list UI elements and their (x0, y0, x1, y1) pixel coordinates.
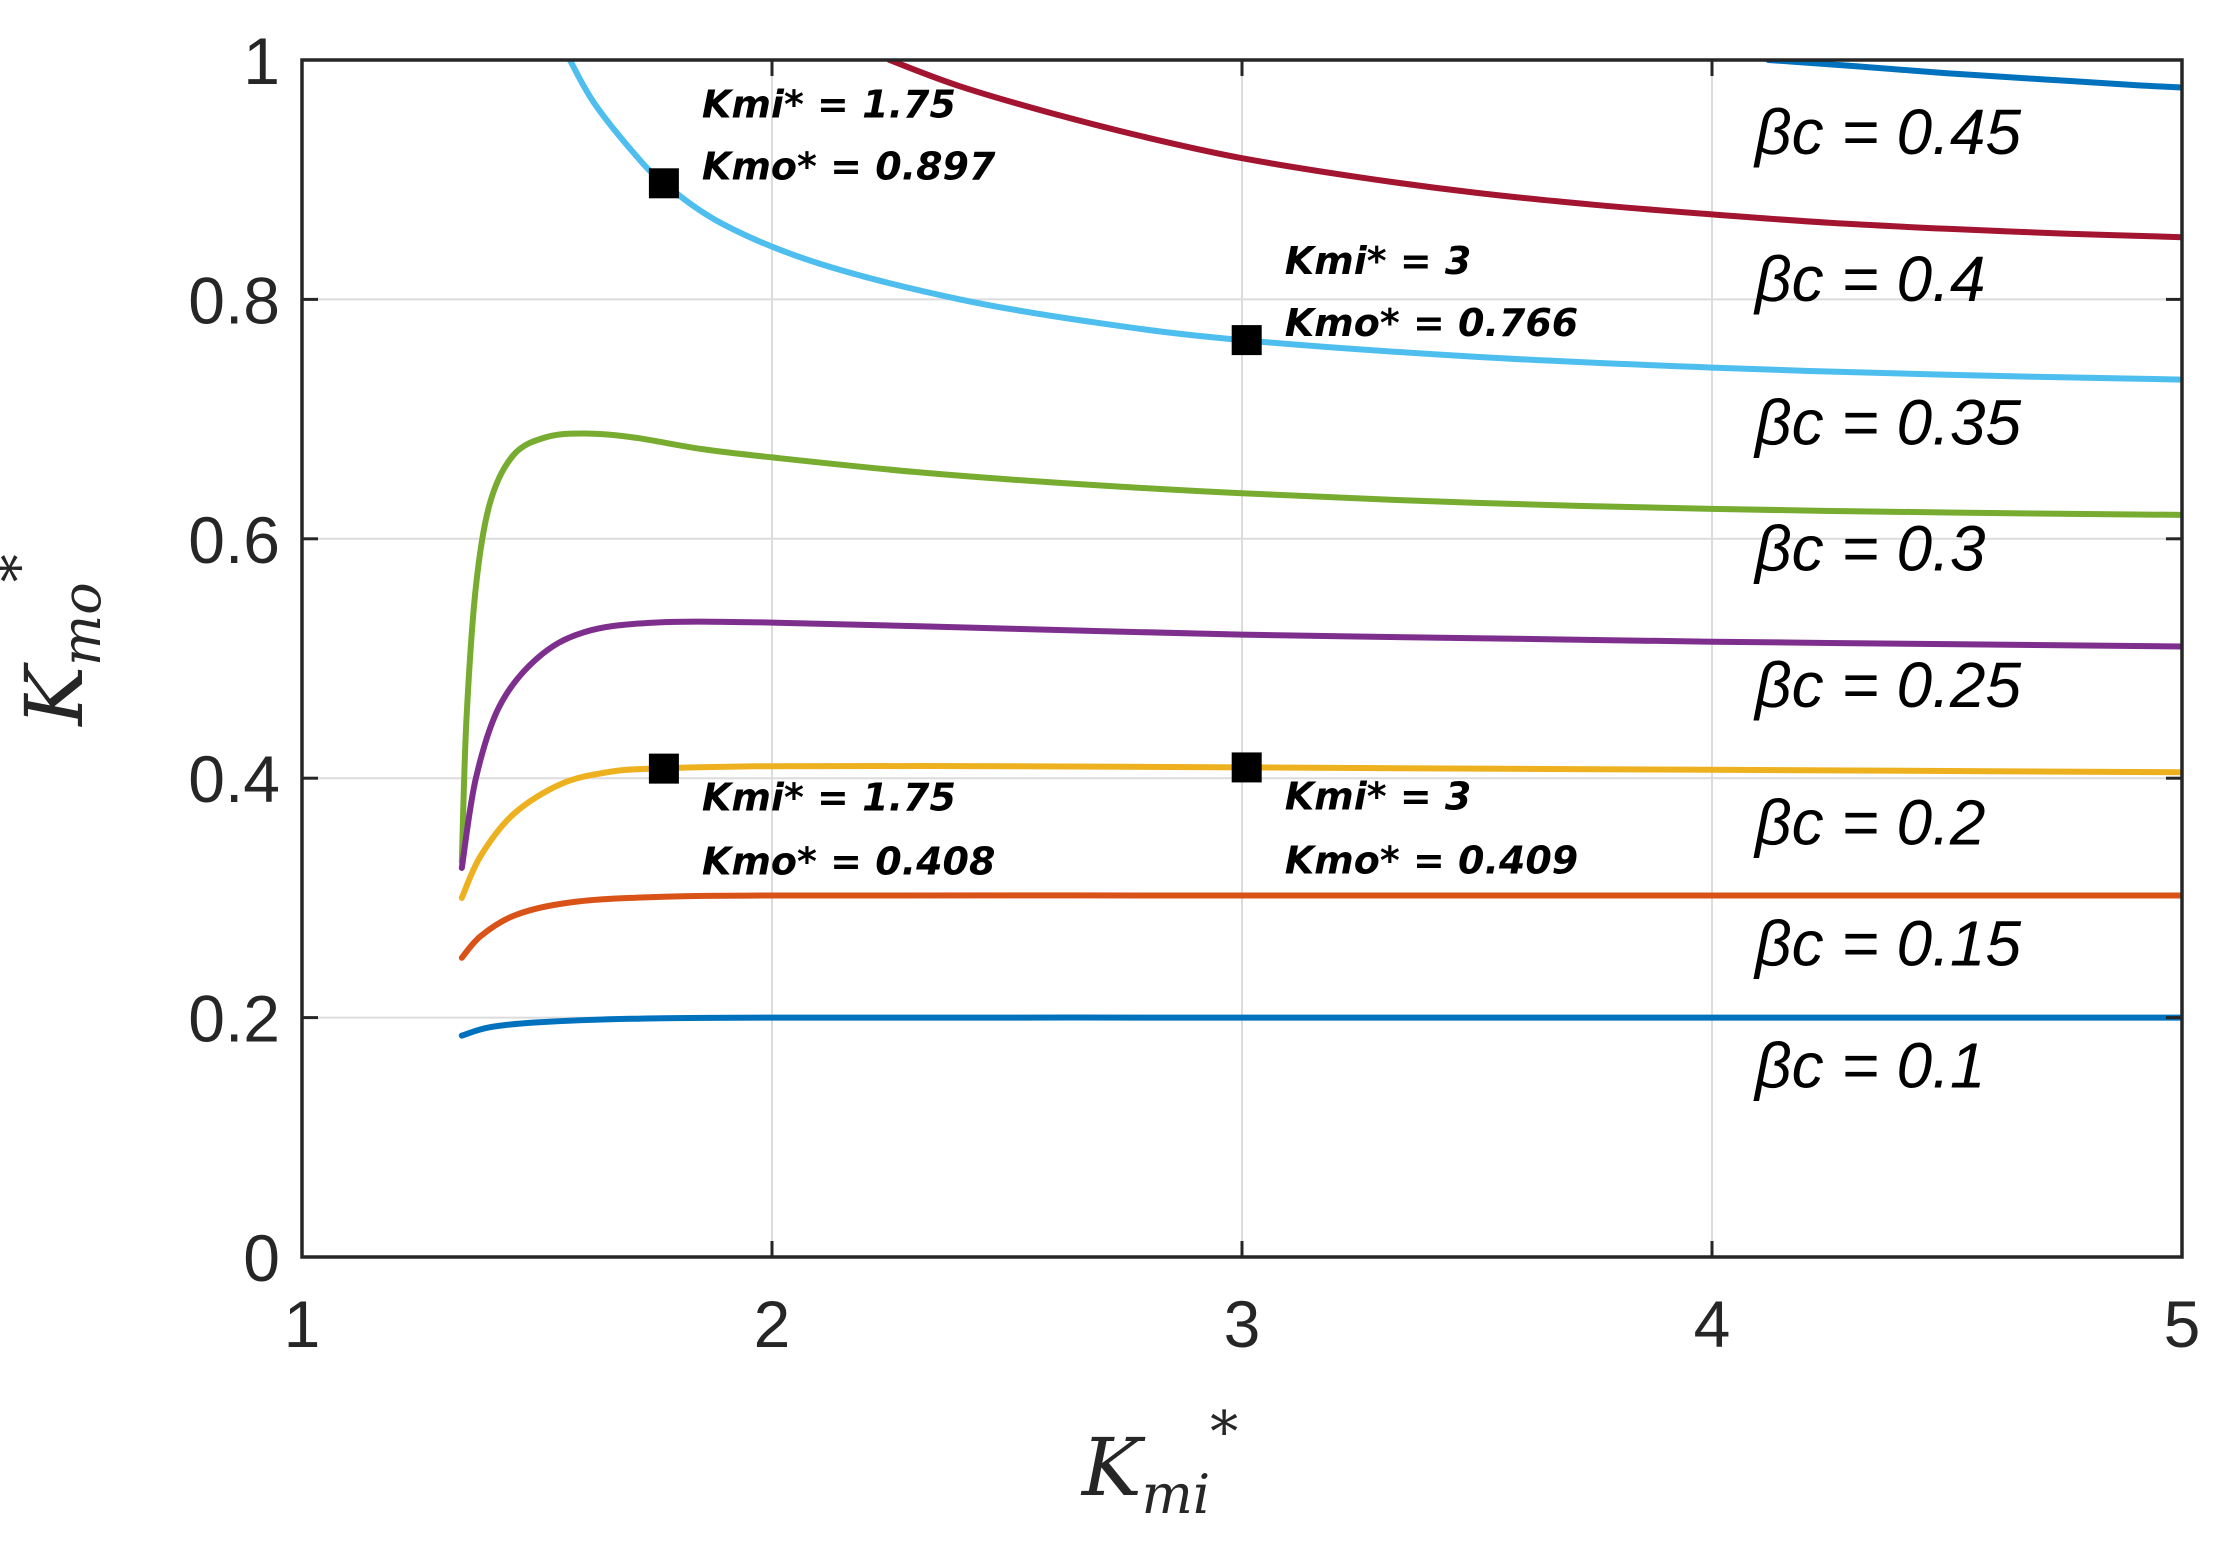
data-markers: Kmi* = 1.75 Kmo* = 0.897 Kmi* = 3 Kmo* = 0.… (648, 82, 1579, 884)
x-axis-label: Kmi* (1080, 1400, 1238, 1526)
axes: 1 2 3 4 5 0 0.2 0.4 0.6 0.8 1 (188, 24, 2200, 1361)
x-tick-label: 5 (2164, 1287, 2201, 1361)
series-label-0: βc = 0.45 (1753, 96, 2021, 168)
data-marker-0 (648, 168, 679, 199)
marker-label-kmo: Kmo* = 0.408 (702, 840, 996, 884)
series-line-5 (458, 762, 2182, 901)
marker-label-kmo: Kmo* = 0.897 (702, 144, 996, 188)
series-line-1 (886, 60, 2182, 241)
marker-label-kmi: Kmi* = 1.75 (702, 82, 956, 126)
series-label-1: βc = 0.4 (1753, 243, 1985, 315)
series-label-7: βc = 0.1 (1753, 1029, 1985, 1101)
y-axis-label: Kmo* (0, 554, 113, 727)
marker-label-kmo: Kmo* = 0.409 (1285, 838, 1579, 882)
marker-label-kmo: Kmo* = 0.766 (1285, 301, 1579, 345)
series-line-3 (458, 430, 2182, 865)
marker-label-kmi: Kmi* = 1.75 (702, 776, 956, 820)
plot-series (458, 60, 2182, 1039)
series-label-2: βc = 0.35 (1753, 387, 2021, 459)
series-line-6 (458, 892, 2182, 961)
series-line-4 (458, 618, 2182, 871)
series-line-7 (458, 1014, 2182, 1039)
marker-label-kmi: Kmi* = 3 (1285, 774, 1472, 818)
series-line-0 (1765, 60, 2182, 91)
marker-label-kmi: Kmi* = 3 (1285, 239, 1472, 283)
series-label-4: βc = 0.25 (1753, 649, 2021, 721)
data-marker-2 (648, 753, 679, 784)
y-tick-label: 0 (243, 1221, 280, 1295)
series-label-5: βc = 0.2 (1753, 786, 1985, 858)
y-tick-label: 0.6 (188, 503, 280, 577)
x-tick-label: 1 (284, 1287, 321, 1361)
series-label-6: βc = 0.15 (1753, 907, 2021, 979)
series-label-3: βc = 0.3 (1753, 512, 1986, 584)
data-marker-1 (1231, 325, 1262, 356)
x-tick-label: 4 (1694, 1287, 1731, 1361)
y-tick-label: 0.8 (188, 263, 280, 337)
x-tick-label: 2 (754, 1287, 791, 1361)
plot-frame (300, 58, 2184, 1259)
y-tick-label: 1 (243, 24, 280, 98)
x-tick-label: 3 (1224, 1287, 1261, 1361)
y-tick-label: 0.2 (188, 982, 280, 1056)
series-labels: βc = 0.45 βc = 0.4 βc = 0.35 βc = 0.3 βc = 0… (1753, 96, 2021, 1102)
y-tick-label: 0.4 (188, 742, 280, 816)
data-marker-3 (1231, 752, 1262, 783)
